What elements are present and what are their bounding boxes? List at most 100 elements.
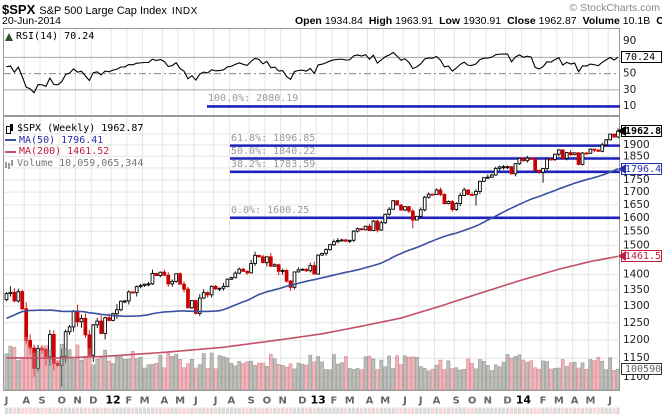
volume-strip-bar xyxy=(300,407,304,414)
volume-bar xyxy=(466,358,470,390)
volume-strip-bar xyxy=(470,407,474,414)
volume-strip-bar xyxy=(395,407,399,414)
volume-bar xyxy=(320,361,324,390)
volume-strip-bar xyxy=(312,407,316,414)
volume-strip-bar xyxy=(174,407,178,414)
volume-strip-bar xyxy=(308,407,312,414)
volume-bar xyxy=(312,361,317,390)
volume-strip-bar xyxy=(419,407,423,414)
volume-strip-bar xyxy=(48,407,52,414)
volume-bar xyxy=(119,356,123,390)
candle-body xyxy=(249,263,253,274)
rsi-plot xyxy=(6,51,619,94)
volume-bar xyxy=(79,359,84,390)
candle-body xyxy=(604,139,609,146)
candle-body xyxy=(158,271,163,277)
x-axis-year-label: 14 xyxy=(516,394,532,407)
legend-volume[interactable]: Volume 10,059,065,344 xyxy=(5,158,143,170)
volume-bar xyxy=(209,352,214,390)
legend-price[interactable]: $SPX (Weekly) 1962.87 xyxy=(5,123,143,135)
volume-strip-bar xyxy=(525,407,529,414)
volume-bar xyxy=(572,361,577,390)
volume-strip-bar xyxy=(229,407,233,414)
volume-strip-bar xyxy=(367,407,372,414)
volume-strip-bar xyxy=(442,407,447,414)
high-value: 1963.91 xyxy=(395,15,434,27)
y-axis-tick: 1300 xyxy=(623,300,650,312)
rsi-legend[interactable]: RSI(14) 70.24 xyxy=(5,31,94,42)
legend-ma200[interactable]: MA(200) 1461.52 xyxy=(5,146,143,158)
volume-strip-bar xyxy=(60,407,64,414)
candle-body xyxy=(292,271,297,288)
candle-body xyxy=(391,200,395,210)
volume-strip-bar xyxy=(202,407,206,414)
candle-body xyxy=(442,193,447,205)
volume-bars xyxy=(4,336,620,390)
volume-bar xyxy=(612,370,616,390)
candle-body xyxy=(462,189,467,196)
candle-body xyxy=(253,254,257,265)
candle-body xyxy=(576,152,581,165)
volume-strip-bar xyxy=(446,407,450,414)
candle-body xyxy=(182,283,186,290)
candle-body xyxy=(4,293,9,301)
x-axis-month-label: M xyxy=(380,396,390,407)
x-axis-month-label: M xyxy=(554,396,564,407)
volume-strip-bar xyxy=(573,407,577,414)
candle-body xyxy=(178,273,182,285)
volume-strip-bar xyxy=(288,407,293,414)
volume-strip-bar xyxy=(565,407,569,414)
volume-strip-bar xyxy=(32,407,36,414)
ma50-line xyxy=(6,168,619,320)
candle-body xyxy=(529,157,534,160)
volume-strip-bar xyxy=(576,407,581,414)
candle-body xyxy=(162,271,167,276)
volume-strip-bar xyxy=(123,407,127,414)
volume-label: Volume xyxy=(582,15,620,27)
volume-bar xyxy=(288,363,293,390)
candle-body xyxy=(458,194,463,205)
volume-bar xyxy=(174,354,178,390)
volume-bar xyxy=(126,358,131,390)
open-value: 1934.84 xyxy=(324,15,363,27)
volume-bar xyxy=(40,347,44,390)
volume-strip-bar xyxy=(494,407,498,414)
volume-strip-bar xyxy=(83,407,87,414)
rsi-line xyxy=(6,51,619,94)
x-axis-month-label: O xyxy=(57,396,66,407)
overlay-lines xyxy=(6,168,619,360)
volume-bar xyxy=(249,360,253,390)
volume-bar xyxy=(474,368,478,390)
x-axis-month-label: M xyxy=(140,396,150,407)
volume-bar xyxy=(351,369,356,390)
candle-body xyxy=(363,225,368,231)
volume-strip-bar xyxy=(107,407,111,414)
candle-body xyxy=(130,291,135,294)
volume-bar xyxy=(600,360,605,390)
volume-bar xyxy=(103,349,107,390)
volume-strip-bar xyxy=(127,407,131,414)
ma50-line-icon xyxy=(5,139,16,142)
volume-bar xyxy=(332,354,336,390)
candle-body xyxy=(568,152,573,156)
y-axis-tick: 1850 xyxy=(623,150,650,162)
copyright: © StockCharts.com xyxy=(569,2,660,14)
y-axis-tick: 1650 xyxy=(623,199,650,211)
symbol: $SPX xyxy=(2,2,36,17)
candle-body xyxy=(20,291,25,310)
candle-body xyxy=(501,166,506,169)
candle-body xyxy=(24,308,29,341)
volume-bar xyxy=(493,364,498,390)
volume-strip-bar xyxy=(434,407,439,414)
candle-body xyxy=(8,291,13,295)
volume-bar xyxy=(399,364,403,390)
volume-bar xyxy=(16,360,21,390)
close-value: 1962.87 xyxy=(538,15,577,27)
volume-bar xyxy=(146,364,151,390)
candle-body xyxy=(418,209,423,217)
legend-ma50[interactable]: MA(50) 1796.41 xyxy=(5,135,143,147)
candle-body xyxy=(300,268,305,271)
volume-bar xyxy=(347,368,352,390)
candle-body xyxy=(245,270,249,274)
